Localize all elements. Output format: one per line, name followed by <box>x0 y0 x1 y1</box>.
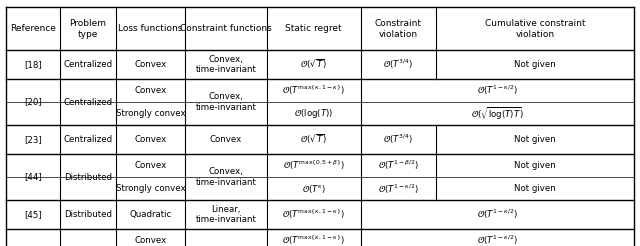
Text: Strongly convex: Strongly convex <box>116 184 186 193</box>
Text: $\mathcal{O}(T^{1-\beta/2})$: $\mathcal{O}(T^{1-\beta/2})$ <box>378 159 419 172</box>
Text: Not given: Not given <box>514 161 556 170</box>
Text: $\mathcal{O}(T^{1-\kappa/2})$: $\mathcal{O}(T^{1-\kappa/2})$ <box>477 208 518 221</box>
Text: $\mathcal{O}(T^{3/4})$: $\mathcal{O}(T^{3/4})$ <box>383 58 413 71</box>
Text: Convex: Convex <box>134 86 167 95</box>
Text: $\mathcal{O}(T^{\max\{\kappa,1-\kappa\}})$: $\mathcal{O}(T^{\max\{\kappa,1-\kappa\}}… <box>282 234 345 246</box>
Text: $\mathcal{O}(\log(T))$: $\mathcal{O}(\log(T))$ <box>294 107 333 120</box>
Text: $\mathcal{O}(T^{1-\kappa/2})$: $\mathcal{O}(T^{1-\kappa/2})$ <box>378 182 419 196</box>
Text: Distributed: Distributed <box>64 173 112 182</box>
Text: [44]: [44] <box>24 173 42 182</box>
Text: Convex: Convex <box>134 161 167 170</box>
Text: Not given: Not given <box>514 60 556 69</box>
Text: [45]: [45] <box>24 210 42 219</box>
Text: Centralized: Centralized <box>63 135 113 144</box>
Text: Constraint functions: Constraint functions <box>180 24 272 33</box>
Text: $\mathcal{O}(T^{\max\{\kappa,1-\kappa\}})$: $\mathcal{O}(T^{\max\{\kappa,1-\kappa\}}… <box>282 208 345 221</box>
Text: $\mathcal{O}(T^{\kappa})$: $\mathcal{O}(T^{\kappa})$ <box>301 183 326 195</box>
Text: Centralized: Centralized <box>63 98 113 107</box>
Text: Convex,
time-invariant: Convex, time-invariant <box>195 168 257 187</box>
Text: $\mathcal{O}(T^{\max\{\kappa,1-\kappa\}})$: $\mathcal{O}(T^{\max\{\kappa,1-\kappa\}}… <box>282 84 345 97</box>
Text: Convex: Convex <box>210 135 242 144</box>
Text: Convex: Convex <box>134 60 167 69</box>
Text: Not given: Not given <box>514 135 556 144</box>
Text: Convex,
time-invariant: Convex, time-invariant <box>195 55 257 74</box>
Text: Not given: Not given <box>514 184 556 193</box>
Text: Cumulative constraint
violation: Cumulative constraint violation <box>484 19 585 39</box>
Text: [23]: [23] <box>24 135 42 144</box>
Text: Convex: Convex <box>134 236 167 245</box>
Text: Convex: Convex <box>134 135 167 144</box>
Text: Strongly convex: Strongly convex <box>116 109 186 118</box>
Text: Centralized: Centralized <box>63 60 113 69</box>
Text: $\mathcal{O}(\sqrt{T})$: $\mathcal{O}(\sqrt{T})$ <box>300 133 327 146</box>
Text: Distributed: Distributed <box>64 210 112 219</box>
Text: Convex,
time-invariant: Convex, time-invariant <box>195 92 257 112</box>
Text: Static regret: Static regret <box>285 24 342 33</box>
Text: $\mathcal{O}(T^{3/4})$: $\mathcal{O}(T^{3/4})$ <box>383 133 413 146</box>
Text: Constraint
violation: Constraint violation <box>375 19 422 39</box>
Text: $\mathcal{O}(T^{1-\kappa/2})$: $\mathcal{O}(T^{1-\kappa/2})$ <box>477 234 518 246</box>
Text: Linear,
time-invariant: Linear, time-invariant <box>195 205 257 224</box>
Text: [20]: [20] <box>24 98 42 107</box>
Text: $\mathcal{O}(\sqrt{T})$: $\mathcal{O}(\sqrt{T})$ <box>300 58 327 71</box>
Text: Reference: Reference <box>10 24 56 33</box>
Text: Loss functions: Loss functions <box>118 24 183 33</box>
Text: [18]: [18] <box>24 60 42 69</box>
Text: $\mathcal{O}(T^{1-\kappa/2})$: $\mathcal{O}(T^{1-\kappa/2})$ <box>477 84 518 97</box>
Text: Quadratic: Quadratic <box>129 210 172 219</box>
Text: $\mathcal{O}(\sqrt{\log(T)T})$: $\mathcal{O}(\sqrt{\log(T)T})$ <box>470 106 524 122</box>
Text: Problem
type: Problem type <box>69 19 106 39</box>
Text: $\mathcal{O}(T^{\max\{0.5+\beta\}})$: $\mathcal{O}(T^{\max\{0.5+\beta\}})$ <box>283 159 345 172</box>
